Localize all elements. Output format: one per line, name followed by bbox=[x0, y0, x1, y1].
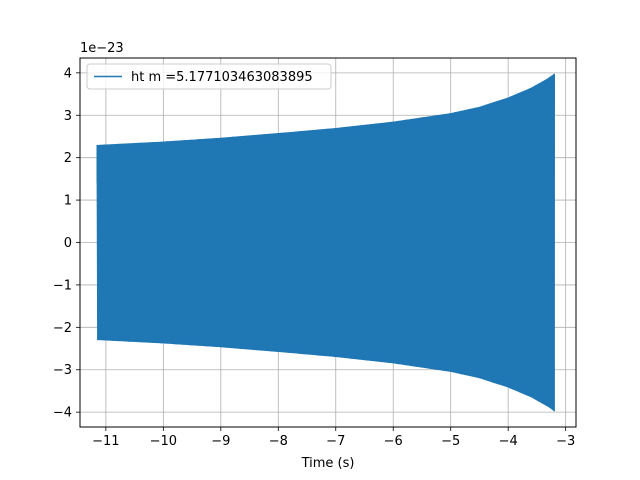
x-tick-label: −7 bbox=[326, 434, 345, 449]
y-axis: −4 −3 −2 −1 0 1 2 3 4 bbox=[53, 66, 80, 421]
x-tick-label: −11 bbox=[92, 434, 119, 449]
x-axis-label: Time (s) bbox=[301, 456, 355, 471]
y-tick-label: −3 bbox=[53, 363, 72, 378]
y-tick-label: 3 bbox=[64, 109, 72, 124]
x-tick-label: −3 bbox=[556, 434, 575, 449]
y-tick-label: −1 bbox=[53, 278, 72, 293]
legend: ht m =5.177103463083895 bbox=[86, 63, 332, 90]
series-line bbox=[96, 74, 555, 411]
y-offset-label: 1e−23 bbox=[80, 41, 124, 56]
x-tick-label: −8 bbox=[269, 434, 288, 449]
x-tick-label: −5 bbox=[441, 434, 460, 449]
x-tick-label: −6 bbox=[384, 434, 403, 449]
legend-entry: ht m =5.177103463083895 bbox=[131, 70, 313, 85]
x-tick-label: −9 bbox=[211, 434, 230, 449]
y-tick-label: 1 bbox=[64, 194, 72, 209]
legend-box bbox=[86, 63, 332, 90]
series-layer bbox=[96, 73, 555, 412]
x-axis: −11 −10 −9 −8 −7 −6 −5 −4 −3 bbox=[92, 427, 575, 449]
y-tick-label: 4 bbox=[64, 66, 72, 81]
y-tick-label: 0 bbox=[64, 236, 72, 251]
y-tick-label: −4 bbox=[53, 406, 72, 421]
y-tick-label: 2 bbox=[64, 151, 72, 166]
x-tick-label: −4 bbox=[499, 434, 518, 449]
x-tick-label: −10 bbox=[150, 434, 177, 449]
y-tick-label: −2 bbox=[53, 321, 72, 336]
